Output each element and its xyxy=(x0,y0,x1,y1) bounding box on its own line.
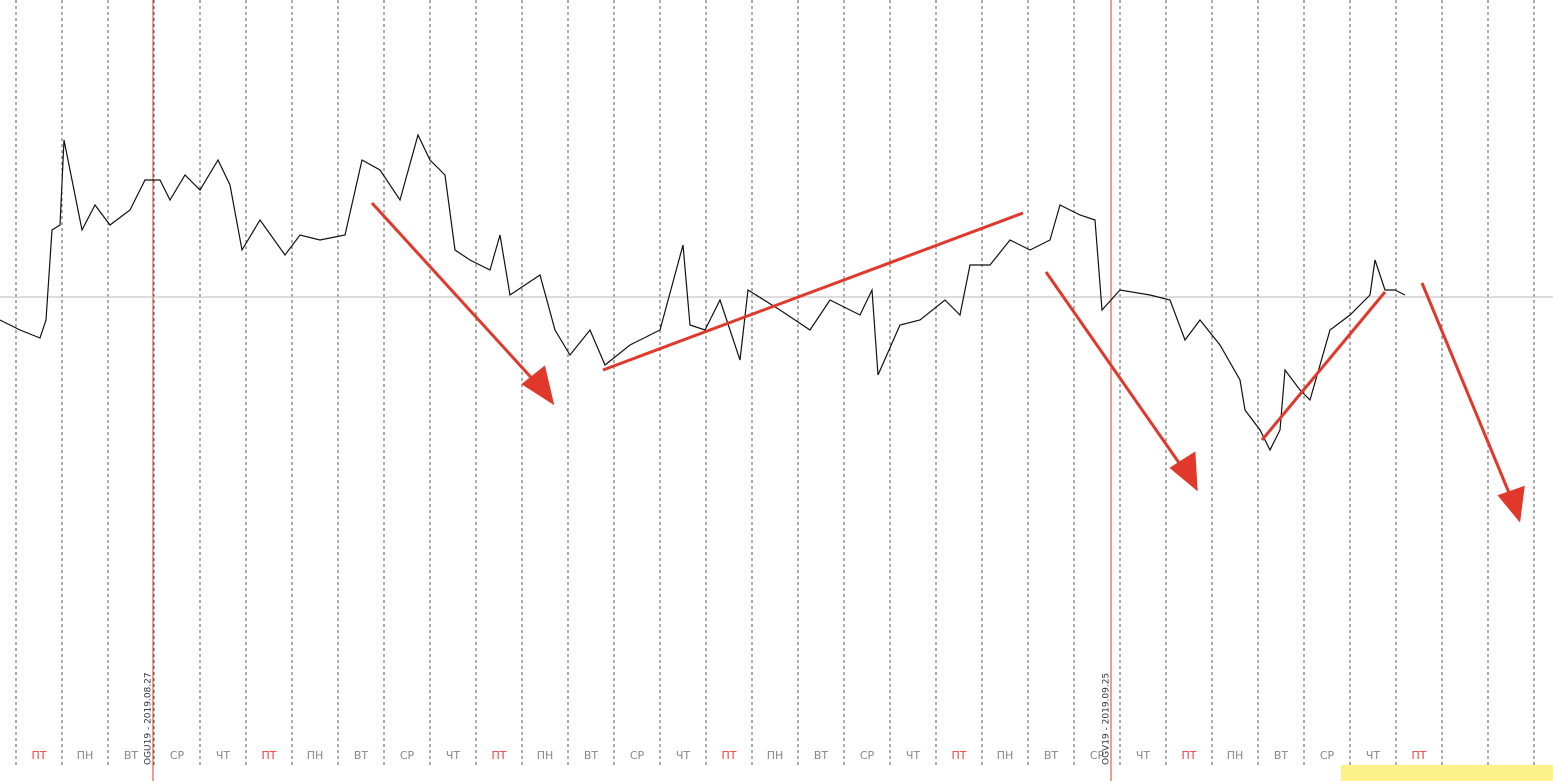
day-label: СР xyxy=(1090,749,1105,762)
day-label: ПН xyxy=(537,749,554,762)
arrow-head xyxy=(1497,485,1525,523)
trend-line xyxy=(1260,291,1387,441)
day-label: СР xyxy=(1320,749,1335,762)
day-label: СР xyxy=(630,749,645,762)
day-label: ПТ xyxy=(262,749,277,762)
arrow xyxy=(1420,282,1514,501)
day-label: ВТ xyxy=(1044,749,1059,762)
day-label: ПТ xyxy=(952,749,967,762)
day-label: ПН xyxy=(997,749,1014,762)
day-label: ЧТ xyxy=(676,749,691,762)
day-label: ПТ xyxy=(722,749,737,762)
day-label: ПТ xyxy=(492,749,507,762)
arrow xyxy=(370,201,540,387)
day-label: СР xyxy=(860,749,875,762)
day-label: ПН xyxy=(77,749,94,762)
arrow xyxy=(1044,271,1186,471)
trend-line xyxy=(602,211,1024,372)
day-label: ВТ xyxy=(1274,749,1289,762)
day-label: ПТ xyxy=(32,749,47,762)
day-label: ЧТ xyxy=(906,749,921,762)
arrow-head xyxy=(1169,451,1198,492)
day-label: ПН xyxy=(1227,749,1244,762)
day-label: СР xyxy=(400,749,415,762)
arrow-head xyxy=(521,365,555,406)
expiry-label: OGU19 - 2019.08.27 xyxy=(144,672,154,765)
status-bar xyxy=(1341,765,1553,781)
day-label: ВТ xyxy=(124,749,139,762)
day-label: ЧТ xyxy=(446,749,461,762)
day-label: СР xyxy=(170,749,185,762)
annotations xyxy=(370,201,1525,523)
day-label: ВТ xyxy=(814,749,829,762)
day-label: ЧТ xyxy=(216,749,231,762)
day-label: ПН xyxy=(767,749,784,762)
day-label: ПТ xyxy=(1182,749,1197,762)
day-label: ЧТ xyxy=(1366,749,1381,762)
expiry-label: OGV19 - 2019.09.25 xyxy=(1102,673,1112,765)
day-label: ВТ xyxy=(354,749,369,762)
day-label: ПН xyxy=(307,749,324,762)
price-line xyxy=(0,133,1406,452)
day-label: ЧТ xyxy=(1136,749,1151,762)
day-label: ВТ xyxy=(584,749,599,762)
day-label: ПТ xyxy=(1412,749,1427,762)
